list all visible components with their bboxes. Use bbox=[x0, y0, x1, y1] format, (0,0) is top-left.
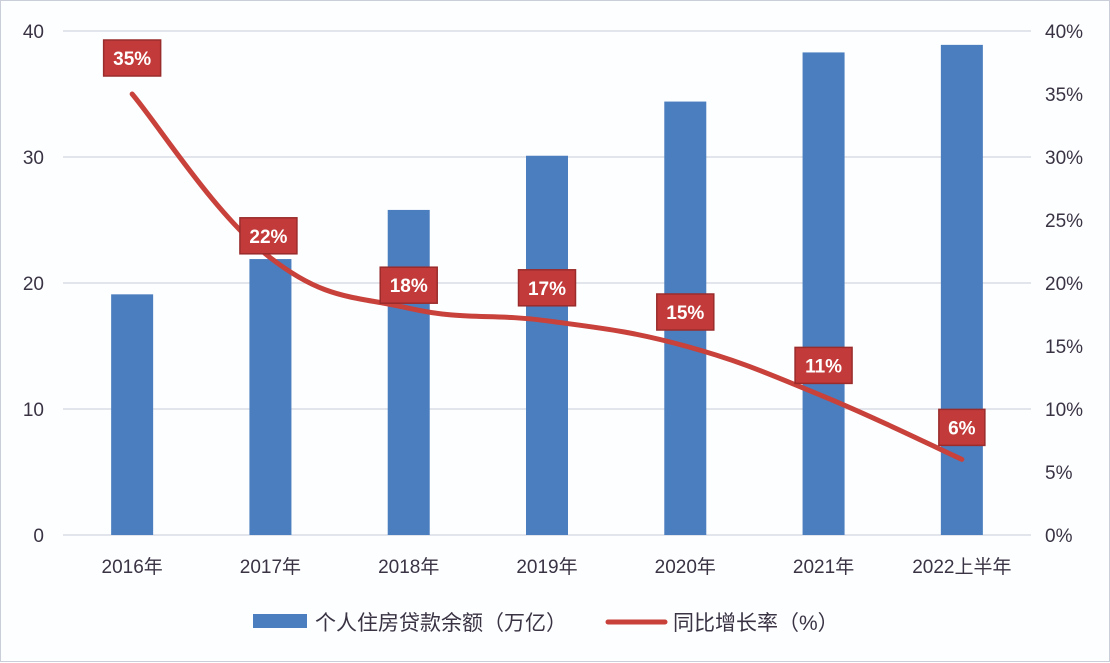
bar bbox=[387, 209, 430, 536]
x-axis-tick: 2020年 bbox=[655, 556, 716, 578]
svg-text:15%: 15% bbox=[666, 303, 704, 324]
data-label: 35% bbox=[102, 39, 162, 77]
right-axis-tick: 35% bbox=[1045, 85, 1083, 106]
data-label: 17% bbox=[517, 269, 577, 307]
right-axis-tick: 0% bbox=[1045, 526, 1073, 547]
data-label: 11% bbox=[794, 346, 853, 385]
x-axis-tick: 2018年 bbox=[378, 556, 439, 578]
data-labels: 35% 22% 18% 17% 15% 11% 6% bbox=[102, 39, 986, 447]
legend-bar-label: 个人住房贷款余额（万亿） bbox=[315, 612, 567, 635]
data-label: 6% bbox=[938, 408, 986, 447]
left-axis: 0 10 20 30 40 bbox=[23, 22, 44, 547]
legend: 个人住房贷款余额（万亿） 同比增长率（%） bbox=[253, 612, 839, 635]
data-label: 22% bbox=[239, 217, 298, 255]
legend-line-label: 同比增长率（%） bbox=[673, 612, 839, 635]
right-axis-tick: 10% bbox=[1045, 400, 1083, 421]
svg-text:22%: 22% bbox=[249, 227, 287, 248]
right-axis-tick: 40% bbox=[1045, 22, 1083, 43]
x-axis-tick: 2021年 bbox=[793, 556, 854, 578]
x-axis-tick: 2017年 bbox=[240, 556, 301, 578]
left-axis-tick: 40 bbox=[23, 22, 44, 43]
right-axis-tick: 20% bbox=[1045, 274, 1083, 295]
right-axis-tick: 30% bbox=[1045, 148, 1083, 169]
bar bbox=[249, 259, 292, 535]
svg-text:17%: 17% bbox=[528, 279, 566, 300]
data-label: 18% bbox=[379, 266, 438, 304]
x-axis: 2016年 2017年 2018年 2019年 2020年 2021年 2022上半年 bbox=[102, 556, 1012, 578]
left-axis-tick: 30 bbox=[23, 148, 44, 169]
bar bbox=[526, 155, 568, 536]
svg-text:6%: 6% bbox=[948, 418, 976, 439]
left-axis-tick: 10 bbox=[23, 400, 44, 421]
right-axis-tick: 15% bbox=[1045, 337, 1083, 358]
left-axis-tick: 0 bbox=[33, 526, 44, 547]
right-axis-tick: 5% bbox=[1045, 463, 1073, 484]
legend-bar-swatch bbox=[253, 614, 307, 628]
x-axis-tick: 2022上半年 bbox=[912, 556, 1011, 578]
data-label: 15% bbox=[656, 293, 715, 331]
svg-text:35%: 35% bbox=[113, 49, 151, 70]
right-axis-tick: 25% bbox=[1045, 211, 1083, 232]
x-axis-tick: 2019年 bbox=[516, 556, 577, 578]
left-axis-tick: 20 bbox=[23, 274, 44, 295]
x-axis-tick: 2016年 bbox=[102, 556, 163, 578]
right-axis: 0% 5% 10% 15% 20% 25% 30% 35% 40% bbox=[1045, 22, 1083, 547]
svg-text:11%: 11% bbox=[805, 356, 842, 377]
bar bbox=[111, 294, 154, 535]
svg-text:18%: 18% bbox=[390, 276, 428, 297]
bar bbox=[802, 52, 845, 536]
